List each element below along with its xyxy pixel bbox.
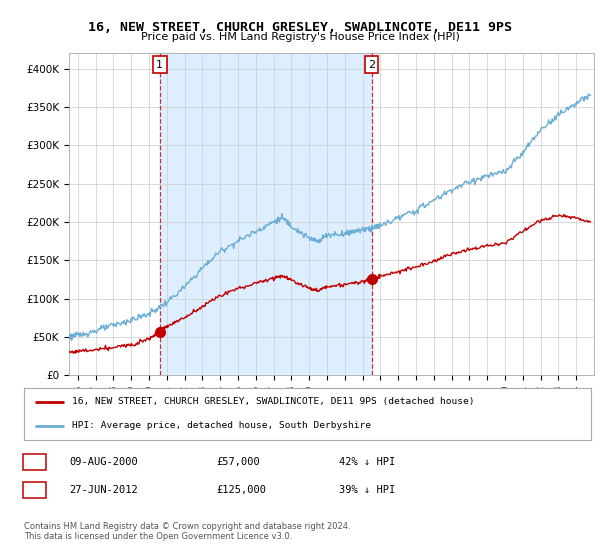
Text: 42% ↓ HPI: 42% ↓ HPI [339,457,395,467]
Text: Price paid vs. HM Land Registry's House Price Index (HPI): Price paid vs. HM Land Registry's House … [140,32,460,43]
Text: 39% ↓ HPI: 39% ↓ HPI [339,485,395,495]
Text: £57,000: £57,000 [216,457,260,467]
Text: 1: 1 [31,457,37,467]
Text: Contains HM Land Registry data © Crown copyright and database right 2024.
This d: Contains HM Land Registry data © Crown c… [24,522,350,542]
Text: 16, NEW STREET, CHURCH GRESLEY, SWADLINCOTE, DE11 9PS (detached house): 16, NEW STREET, CHURCH GRESLEY, SWADLINC… [72,398,475,407]
Bar [160,53,371,375]
Text: 16, NEW STREET, CHURCH GRESLEY, SWADLINCOTE, DE11 9PS: 16, NEW STREET, CHURCH GRESLEY, SWADLINC… [88,21,512,34]
Text: 09-AUG-2000: 09-AUG-2000 [69,457,138,467]
Text: £125,000: £125,000 [216,485,266,495]
Text: 2: 2 [31,485,37,495]
Text: HPI: Average price, detached house, South Derbyshire: HPI: Average price, detached house, Sout… [72,421,371,430]
Text: 2: 2 [368,60,375,69]
Text: 27-JUN-2012: 27-JUN-2012 [69,485,138,495]
Text: 1: 1 [156,60,163,69]
